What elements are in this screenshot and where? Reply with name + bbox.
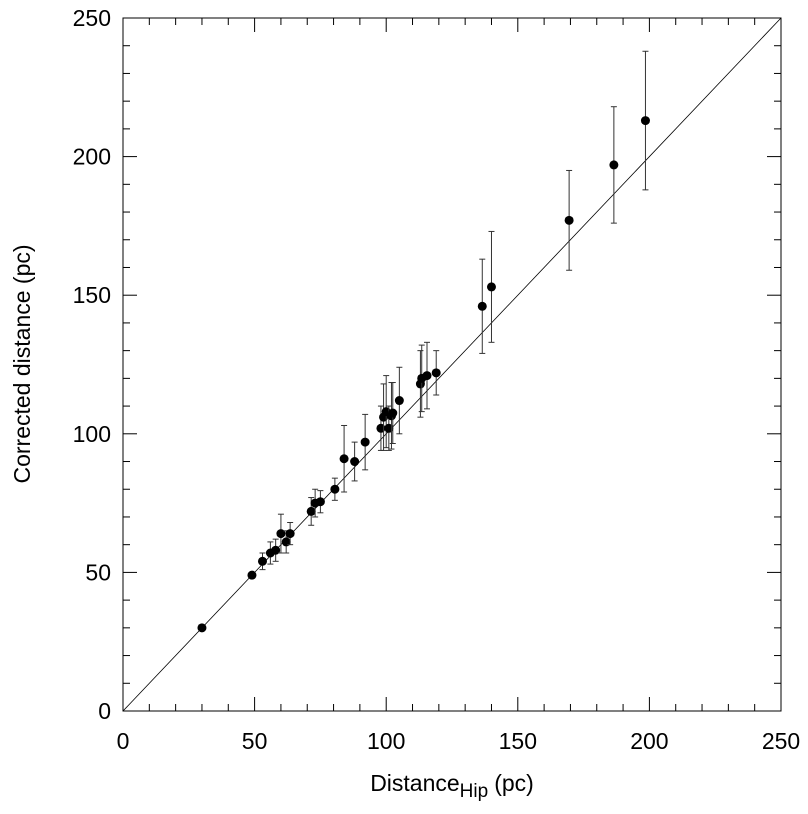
data-point — [330, 484, 340, 494]
x-tick-label: 0 — [117, 728, 130, 754]
data-point — [285, 529, 295, 539]
y-tick-label: 0 — [98, 698, 111, 724]
x-tick-label: 250 — [762, 728, 800, 754]
y-tick-label: 200 — [73, 144, 111, 170]
data-point — [376, 423, 386, 433]
identity-line — [122, 17, 782, 712]
data-point — [306, 506, 316, 516]
data-point — [247, 570, 257, 580]
data-point — [276, 529, 286, 539]
data-point — [486, 282, 496, 292]
data-point — [360, 437, 370, 447]
x-label-sub: Hip — [460, 781, 489, 802]
data-point — [388, 408, 398, 418]
y-tick-label: 50 — [85, 559, 111, 585]
data-point — [197, 623, 207, 633]
data-point — [384, 423, 394, 433]
x-tick-label: 50 — [242, 728, 268, 754]
plot-frame — [122, 17, 782, 712]
x-tick-label: 200 — [630, 728, 668, 754]
data-point — [339, 454, 349, 464]
data-point — [422, 371, 432, 381]
data-point — [431, 368, 441, 378]
data-point — [257, 556, 267, 566]
x-label-main: Distance — [370, 770, 459, 796]
data-point — [609, 160, 619, 170]
x-tick-label: 150 — [499, 728, 537, 754]
y-axis-label: Corrected distance (pc) — [9, 244, 35, 483]
data-point — [350, 457, 360, 467]
data-point — [271, 545, 281, 555]
x-axis-label: DistanceHip (pc) — [370, 770, 534, 802]
y-tick-label: 100 — [73, 421, 111, 447]
data-point — [315, 497, 325, 507]
y-tick-label: 250 — [73, 5, 111, 31]
data-point — [477, 301, 487, 311]
data-point — [640, 116, 650, 126]
data-point — [394, 396, 404, 406]
x-label-unit: (pc) — [494, 770, 534, 796]
data-point — [564, 215, 574, 225]
y-tick-label: 150 — [73, 282, 111, 308]
x-tick-label: 100 — [367, 728, 405, 754]
data-point — [281, 537, 291, 547]
